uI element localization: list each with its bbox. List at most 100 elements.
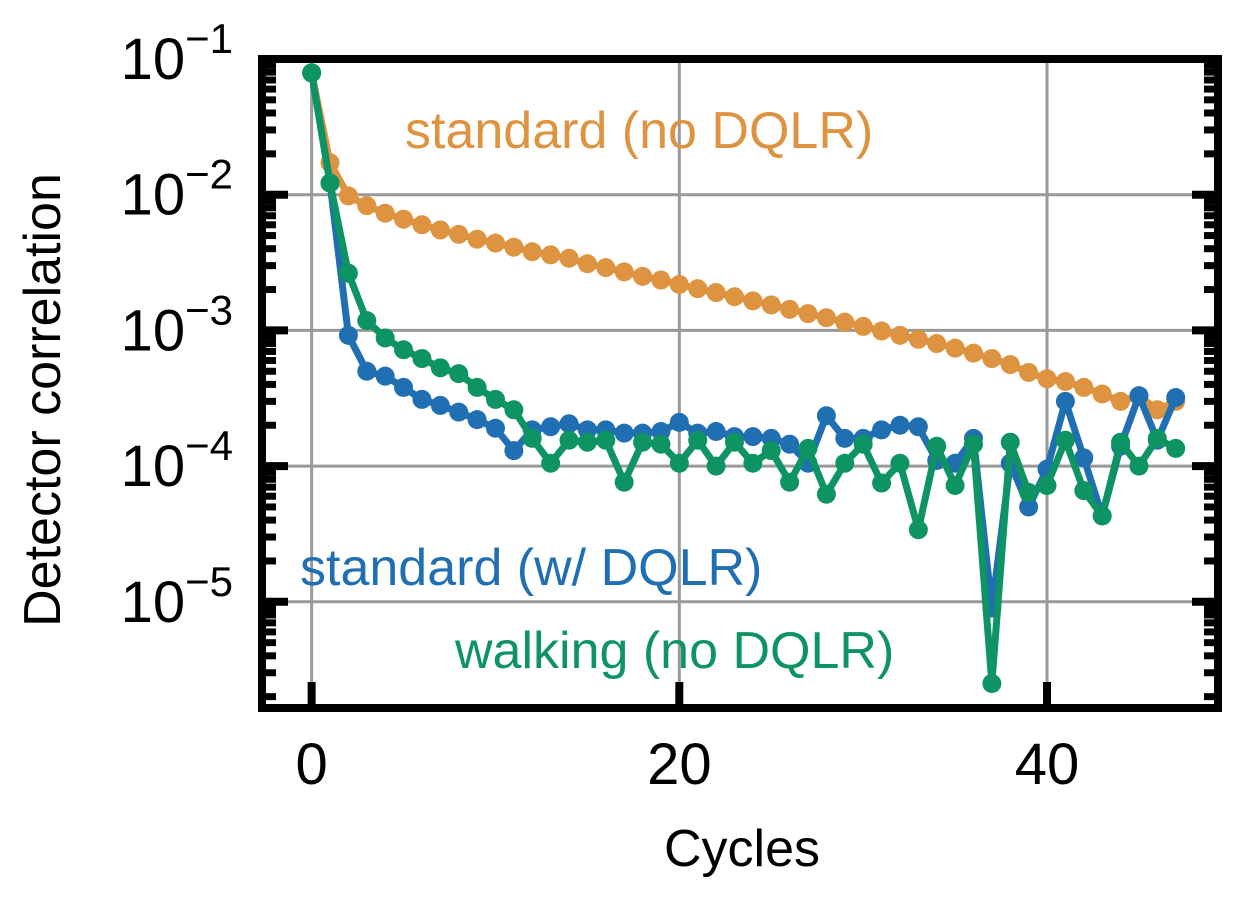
data-point xyxy=(1074,481,1094,501)
data-point xyxy=(577,254,597,274)
y-axis-ticks xyxy=(262,55,1218,701)
data-point xyxy=(982,674,1002,694)
data-point xyxy=(706,283,726,303)
data-point xyxy=(504,400,524,420)
data-point xyxy=(338,186,358,206)
series-annotations: standard (no DQLR) standard (w/ DQLR) walk… xyxy=(300,102,894,680)
data-point xyxy=(724,287,744,307)
data-series-layer xyxy=(302,63,1186,694)
data-point xyxy=(816,308,836,328)
data-point xyxy=(963,343,983,363)
data-point xyxy=(633,266,653,286)
data-point xyxy=(853,434,873,454)
y-tick-label: 10−3 xyxy=(121,286,233,363)
data-point xyxy=(485,233,505,253)
data-point xyxy=(1166,438,1186,458)
data-point xyxy=(1037,369,1057,389)
data-point xyxy=(394,209,414,229)
y-tick-label: 10−5 xyxy=(121,558,233,635)
data-point xyxy=(908,329,928,349)
data-point xyxy=(449,224,469,244)
data-point xyxy=(853,316,873,336)
data-point xyxy=(485,389,505,409)
data-point xyxy=(669,274,689,294)
x-axis-tick-labels: 0 20 40 xyxy=(296,732,1080,797)
data-point xyxy=(982,349,1002,369)
data-point xyxy=(724,432,744,452)
data-point xyxy=(375,203,395,223)
data-point xyxy=(780,299,800,319)
data-point xyxy=(375,366,395,386)
data-point xyxy=(743,453,763,473)
data-point xyxy=(798,304,818,324)
data-point xyxy=(1166,388,1186,408)
data-point xyxy=(1129,386,1149,406)
data-point xyxy=(1092,506,1112,526)
data-point xyxy=(890,453,910,473)
data-point xyxy=(541,245,561,265)
data-point xyxy=(1055,430,1075,450)
data-point xyxy=(357,196,377,216)
data-point xyxy=(504,441,524,461)
data-point xyxy=(467,410,487,430)
data-point xyxy=(743,291,763,311)
data-point xyxy=(1111,432,1131,452)
data-point xyxy=(835,453,855,473)
data-point xyxy=(467,377,487,397)
data-point xyxy=(816,406,836,426)
data-point xyxy=(1000,432,1020,452)
data-point xyxy=(320,173,340,193)
data-point xyxy=(449,364,469,384)
y-tick-label: 10−1 xyxy=(121,15,233,92)
data-point xyxy=(706,421,726,441)
data-point xyxy=(872,473,892,493)
data-point xyxy=(688,430,708,450)
data-point xyxy=(872,321,892,341)
data-point xyxy=(945,338,965,358)
data-point xyxy=(577,432,597,452)
data-point xyxy=(357,311,377,331)
y-axis-title: Detector correlation xyxy=(14,173,72,627)
data-point xyxy=(1055,391,1075,411)
data-point xyxy=(504,237,524,257)
data-point xyxy=(1092,384,1112,404)
y-tick-label: 10−4 xyxy=(121,422,233,499)
data-point xyxy=(835,428,855,448)
data-point xyxy=(1019,362,1039,382)
data-point xyxy=(394,377,414,397)
data-point xyxy=(302,63,322,83)
data-point xyxy=(485,418,505,438)
data-point xyxy=(412,349,432,369)
data-point xyxy=(688,279,708,299)
data-point xyxy=(1147,400,1167,420)
data-point xyxy=(1147,428,1167,448)
data-point xyxy=(927,436,947,456)
data-point xyxy=(1129,456,1149,476)
data-point xyxy=(449,402,469,422)
data-point xyxy=(780,472,800,492)
x-tick-label: 0 xyxy=(296,732,328,797)
x-axis-ticks xyxy=(307,682,1052,708)
data-point xyxy=(890,415,910,435)
data-point xyxy=(614,472,634,492)
data-point xyxy=(1111,391,1131,411)
data-point xyxy=(1037,475,1057,495)
data-point xyxy=(1000,355,1020,375)
data-point xyxy=(835,312,855,332)
data-point xyxy=(908,417,928,437)
data-point xyxy=(522,242,542,262)
data-point xyxy=(761,441,781,461)
data-point xyxy=(614,423,634,443)
x-tick-label: 20 xyxy=(647,732,712,797)
data-point xyxy=(596,258,616,278)
gridlines xyxy=(262,59,1218,708)
data-point xyxy=(1019,482,1039,502)
data-point xyxy=(596,430,616,450)
data-point xyxy=(394,340,414,360)
data-point xyxy=(614,262,634,282)
data-point xyxy=(706,456,726,476)
data-point xyxy=(890,325,910,345)
data-point xyxy=(559,414,579,434)
